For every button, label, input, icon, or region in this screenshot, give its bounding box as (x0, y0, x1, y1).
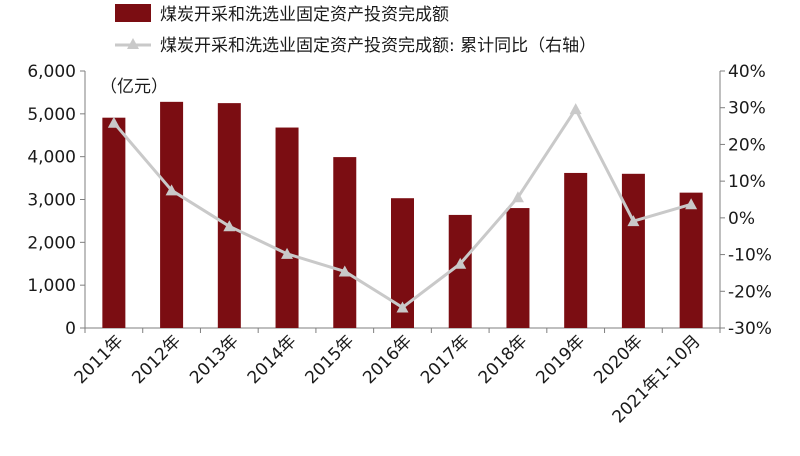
legend-swatch-bar (115, 4, 151, 22)
bar (679, 192, 703, 328)
x-axis-tick-label: 2014年 (244, 331, 301, 388)
right-axis-tick-label: 30% (728, 99, 766, 119)
line-point (569, 103, 582, 115)
bar (391, 198, 414, 328)
legend-label-line: 煤炭开采和洗选业固定资产投资完成额: 累计同比（右轴） (160, 36, 596, 56)
plot-area: 0 1,000 2,000 3,000 4,000 5,000 6,000 -30% -20% -… (27, 62, 772, 427)
line-point (511, 191, 524, 203)
x-axis-tick-label: 2019年 (532, 331, 589, 388)
left-axis-tick-label: 0 (65, 319, 76, 339)
right-axis-tick-label: -10% (728, 246, 772, 266)
line-point (165, 184, 178, 196)
x-axis-tick-label: 2015年 (302, 331, 359, 388)
x-axis-tick-label: 2018年 (475, 331, 532, 388)
bar (217, 103, 241, 328)
right-axis-tick-label: -20% (728, 282, 772, 302)
right-axis-tick-label: -30% (728, 319, 772, 339)
bar (448, 214, 472, 328)
left-axis-tick-label: 1,000 (27, 276, 76, 296)
x-axis-tick-label: 2020年 (590, 331, 647, 388)
line-point (396, 301, 409, 313)
legend-swatch-marker (127, 38, 139, 49)
bar (102, 117, 126, 329)
x-axis-tick-label: 2013年 (186, 331, 243, 388)
line-point (223, 220, 236, 232)
left-axis-tick-label: 6,000 (27, 62, 76, 82)
line-point (454, 257, 467, 269)
bar (160, 101, 184, 328)
right-axis-tick-label: 0% (728, 209, 755, 229)
x-axis-tick-label: 2016年 (359, 331, 416, 388)
line-point (107, 116, 120, 128)
x-axis-tick-label: 2012年 (128, 331, 185, 388)
legend: 煤炭开采和洗选业固定资产投资完成额 煤炭开采和洗选业固定资产投资完成额: 累计同… (115, 4, 596, 56)
bar (333, 157, 357, 328)
line-point (685, 198, 698, 210)
x-axis-tick-label: 2017年 (417, 331, 474, 388)
bar (506, 208, 530, 328)
x-axis-tick-label: 2011年 (71, 331, 128, 388)
line-point (338, 265, 351, 277)
bar (275, 127, 299, 328)
line-point (627, 215, 640, 227)
left-axis-tick-label: 3,000 (27, 191, 76, 211)
left-axis-unit-label: （亿元） (100, 77, 168, 97)
bar (621, 173, 645, 328)
right-axis-tick-label: 10% (728, 172, 766, 192)
legend-label-bar: 煤炭开采和洗选业固定资产投资完成额 (160, 5, 449, 25)
line-point (281, 247, 294, 259)
right-axis-tick-label: 20% (728, 135, 766, 155)
left-axis-tick-label: 2,000 (27, 233, 76, 253)
left-axis-tick-label: 5,000 (27, 105, 76, 125)
left-axis-tick-label: 4,000 (27, 148, 76, 168)
right-axis-tick-label: 40% (728, 62, 766, 82)
bar (564, 172, 588, 328)
